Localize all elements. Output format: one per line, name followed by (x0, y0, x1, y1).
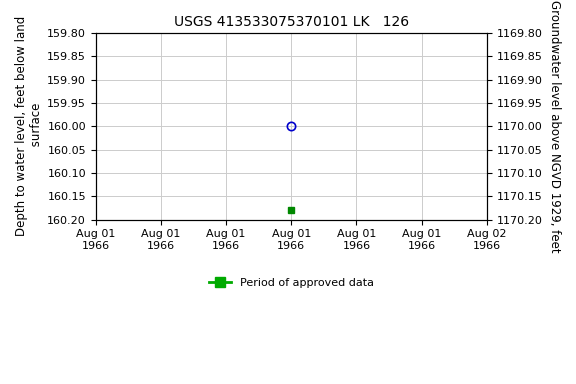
Y-axis label: Depth to water level, feet below land
 surface: Depth to water level, feet below land su… (15, 16, 43, 237)
Legend: Period of approved data: Period of approved data (204, 274, 378, 293)
Title: USGS 413533075370101 LK   126: USGS 413533075370101 LK 126 (174, 15, 409, 29)
Y-axis label: Groundwater level above NGVD 1929, feet: Groundwater level above NGVD 1929, feet (548, 0, 561, 253)
